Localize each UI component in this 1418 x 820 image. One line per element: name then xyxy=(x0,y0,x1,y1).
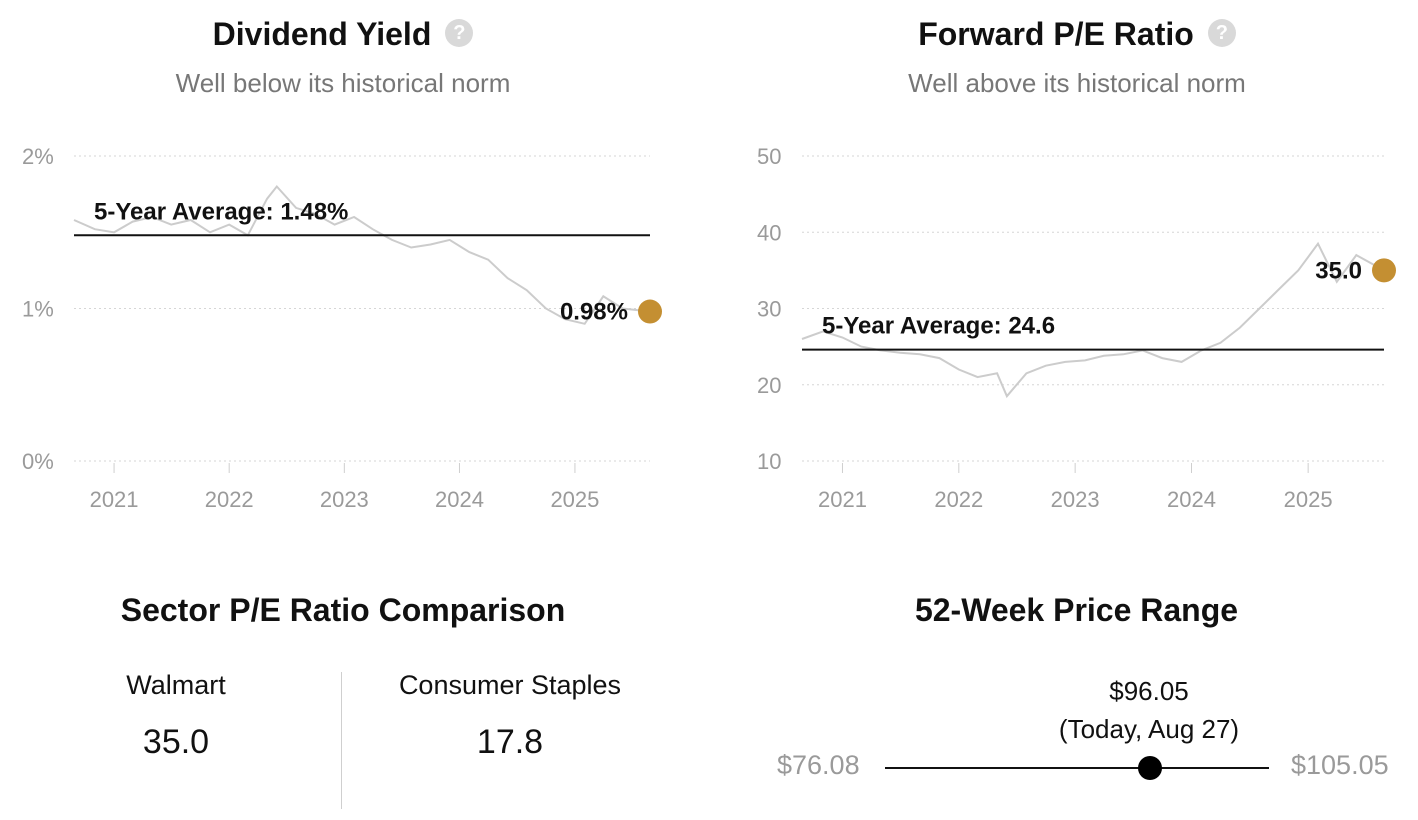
current-value-label: 35.0 xyxy=(1315,257,1362,284)
current-value-marker xyxy=(1372,258,1396,283)
y-tick-label: 30 xyxy=(757,297,781,322)
x-tick-label: 2025 xyxy=(550,487,599,512)
y-tick-label: 0% xyxy=(22,449,54,474)
range-low: $76.08 xyxy=(777,750,860,780)
sector-company-column: Walmart 35.0 xyxy=(76,670,276,762)
company-pe-value: 35.0 xyxy=(142,723,210,761)
range-current-note: (Today, Aug 27) xyxy=(1058,714,1240,744)
x-tick-label: 2023 xyxy=(320,487,369,512)
x-tick-label: 2022 xyxy=(205,487,254,512)
current-value-marker xyxy=(638,299,662,324)
sector-divider xyxy=(341,672,342,809)
pe-title-row: Forward P/E Ratio? xyxy=(709,12,1418,56)
x-tick-label: 2022 xyxy=(934,487,983,512)
sector-name: Consumer Staples xyxy=(398,670,622,700)
average-label: 5-Year Average: 1.48% xyxy=(94,198,348,225)
range-track xyxy=(885,767,1269,769)
x-tick-label: 2023 xyxy=(1051,487,1100,512)
y-tick-label: 50 xyxy=(757,144,781,169)
current-value-label: 0.98% xyxy=(560,299,628,326)
dividend-yield-panel: 0% 1% 2% 2021 2022 2023 2024 2025 5-Year Average… xyxy=(0,0,709,540)
forward-pe-chart: 10 20 30 40 50 2021 2022 2023 2024 2025 5-Year Ave… xyxy=(757,144,1396,512)
range-current: $96.05 (Today, Aug 27) xyxy=(949,672,1349,748)
question-circle-icon[interactable]: ? xyxy=(445,19,474,47)
sector-title: Sector P/E Ratio Comparison xyxy=(120,592,566,628)
company-name: Walmart xyxy=(126,670,226,700)
average-label: 5-Year Average: 24.6 xyxy=(822,313,1055,340)
x-tick-label: 2021 xyxy=(818,487,867,512)
range-high: $105.05 xyxy=(1291,750,1389,780)
y-tick-label: 40 xyxy=(757,220,781,245)
x-tick-label: 2024 xyxy=(435,487,484,512)
range-title: 52-Week Price Range xyxy=(914,592,1239,628)
pe-title: Forward P/E Ratio xyxy=(918,16,1194,52)
x-tick-label: 2025 xyxy=(1284,487,1333,512)
range-current-price: $96.05 xyxy=(1109,676,1189,706)
forward-pe-panel: 10 20 30 40 50 2021 2022 2023 2024 2025 5-Year Ave… xyxy=(709,0,1418,540)
pe-subtitle: Well above its historical norm xyxy=(908,68,1246,98)
dividend-yield-chart: 0% 1% 2% 2021 2022 2023 2024 2025 5-Year Average… xyxy=(22,144,662,512)
y-tick-label: 10 xyxy=(757,449,781,474)
y-tick-label: 1% xyxy=(22,297,54,322)
y-tick-label: 2% xyxy=(22,144,54,169)
y-tick-label: 20 xyxy=(757,373,781,398)
x-tick-label: 2021 xyxy=(90,487,139,512)
series-line xyxy=(73,184,651,325)
dividend-subtitle: Well below its historical norm xyxy=(175,68,511,98)
series-line xyxy=(801,241,1385,399)
sector-industry-column: Consumer Staples 17.8 xyxy=(370,670,650,762)
range-current-marker xyxy=(1137,756,1162,780)
dividend-title-row: Dividend Yield? xyxy=(0,12,686,56)
dividend-title: Dividend Yield xyxy=(212,16,432,52)
question-circle-icon[interactable]: ? xyxy=(1207,19,1236,47)
x-tick-label: 2024 xyxy=(1167,487,1216,512)
price-range-panel: 52-Week Price Range $96.05 (Today, Aug 2… xyxy=(709,560,1418,820)
sector-pe-value: 17.8 xyxy=(476,723,544,761)
sector-comparison-panel: Sector P/E Ratio Comparison Walmart 35.0… xyxy=(0,560,700,820)
